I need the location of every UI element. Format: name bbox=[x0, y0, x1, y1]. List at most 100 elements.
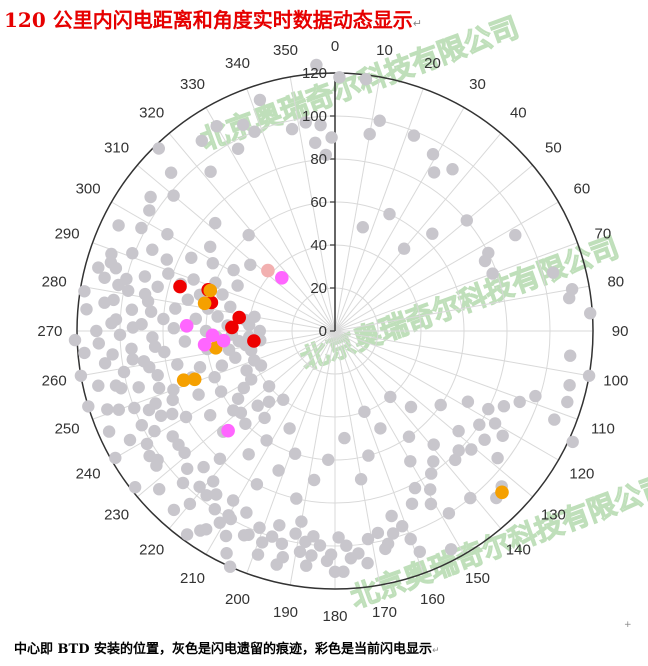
lightning-point-history bbox=[179, 410, 193, 424]
lightning-point-history bbox=[92, 379, 105, 392]
lightning-point-history bbox=[262, 380, 276, 393]
lightning-point-history bbox=[373, 114, 386, 127]
lightning-point-history bbox=[128, 481, 142, 494]
lightning-point-history bbox=[106, 348, 119, 361]
lightning-point-red bbox=[247, 334, 261, 348]
lightning-point-history bbox=[340, 539, 353, 552]
lightning-point-history bbox=[109, 313, 123, 326]
lightning-point-history bbox=[363, 127, 376, 141]
lightning-point-history bbox=[427, 166, 441, 179]
lightning-point-history bbox=[237, 118, 250, 131]
lightning-point-history bbox=[299, 535, 312, 548]
lightning-point-history bbox=[109, 379, 123, 392]
lightning-point-history bbox=[449, 453, 462, 467]
angle-tick-label: 330 bbox=[180, 76, 205, 93]
lightning-point-history bbox=[319, 148, 332, 162]
lightning-point-history bbox=[333, 71, 346, 84]
lightning-point-history bbox=[397, 242, 411, 255]
lightning-point-history bbox=[167, 503, 181, 517]
lightning-point-history bbox=[231, 142, 245, 155]
lightning-point-history bbox=[126, 353, 139, 366]
lightning-point-history bbox=[193, 480, 206, 493]
lightning-point-history bbox=[92, 261, 105, 274]
lightning-point-history bbox=[496, 429, 509, 442]
lightning-point-history bbox=[564, 349, 577, 362]
lightning-point-history bbox=[213, 452, 227, 465]
grid-spoke bbox=[334, 330, 533, 498]
lightning-point-history bbox=[332, 531, 345, 544]
lightning-point-history bbox=[408, 481, 422, 495]
lightning-point-history bbox=[214, 385, 228, 398]
lightning-point-history bbox=[158, 345, 171, 359]
lightning-point-history bbox=[138, 270, 152, 283]
lightning-point-history bbox=[546, 266, 560, 279]
lightning-point-history bbox=[413, 545, 426, 558]
angle-tick-label: 90 bbox=[612, 323, 629, 340]
lightning-point-history bbox=[144, 305, 158, 318]
lightning-point-history bbox=[209, 216, 222, 230]
lightning-point-history bbox=[488, 417, 502, 430]
lightning-point-history bbox=[242, 228, 255, 242]
lightning-point-history bbox=[204, 409, 217, 422]
lightning-point-history bbox=[444, 543, 458, 556]
lightning-point-history bbox=[338, 431, 351, 445]
grid-spoke bbox=[289, 330, 336, 586]
lightning-point-history bbox=[254, 359, 268, 372]
lightning-point-red bbox=[173, 279, 187, 294]
lightning-point-history bbox=[359, 73, 373, 86]
angle-tick-label: 260 bbox=[42, 373, 67, 390]
grid-spoke bbox=[334, 330, 465, 555]
grid-spoke bbox=[334, 76, 381, 332]
lightning-point-history bbox=[237, 529, 251, 542]
lightning-point-history bbox=[171, 358, 184, 371]
lightning-point-history bbox=[206, 257, 219, 270]
lightning-point-history bbox=[80, 303, 93, 316]
lightning-point-history bbox=[224, 512, 237, 526]
angle-tick-label: 300 bbox=[76, 181, 101, 198]
lightning-point-history bbox=[231, 392, 245, 405]
grid-spoke bbox=[334, 330, 590, 377]
lightning-point-history bbox=[213, 516, 226, 529]
angle-tick-label: 270 bbox=[37, 323, 62, 340]
lightning-point-history bbox=[473, 418, 486, 431]
lightning-point-history bbox=[208, 371, 221, 384]
lightning-point-history bbox=[460, 214, 473, 227]
lightning-point-pink bbox=[261, 263, 275, 278]
lightning-point-red bbox=[225, 320, 239, 335]
angle-tick-label: 190 bbox=[273, 604, 298, 621]
lightning-point-history bbox=[183, 497, 197, 511]
lightning-point-history bbox=[166, 430, 179, 443]
angle-tick-label: 310 bbox=[104, 140, 129, 157]
radius-tick-label: 0 bbox=[319, 323, 327, 340]
lightning-point-history bbox=[251, 399, 264, 412]
lightning-point-history bbox=[563, 291, 576, 305]
lightning-point-magenta bbox=[275, 271, 289, 285]
lightning-point-history bbox=[146, 331, 159, 344]
lightning-point-history bbox=[224, 300, 237, 313]
lightning-point-history bbox=[425, 467, 438, 480]
lightning-point-history bbox=[253, 93, 267, 107]
lightning-point-history bbox=[242, 448, 255, 461]
grid-spoke bbox=[334, 201, 559, 332]
angle-tick-label: 170 bbox=[372, 604, 397, 621]
lightning-point-history bbox=[283, 422, 296, 435]
lightning-point-history bbox=[277, 393, 290, 406]
angle-tick-label: 50 bbox=[545, 140, 562, 157]
lightning-point-history bbox=[385, 509, 398, 523]
lightning-point-history bbox=[126, 321, 140, 334]
lightning-point-history bbox=[307, 473, 321, 487]
radius-tick-label: 80 bbox=[310, 151, 327, 168]
lightning-point-history bbox=[164, 166, 178, 179]
lightning-point-history bbox=[180, 528, 194, 541]
lightning-point-history bbox=[253, 324, 266, 338]
lightning-point-history bbox=[144, 190, 157, 204]
angle-tick-label: 10 bbox=[376, 42, 393, 59]
lightning-point-history bbox=[563, 379, 576, 392]
angle-tick-label: 240 bbox=[76, 466, 101, 483]
grid-spoke bbox=[111, 201, 336, 332]
lightning-point-history bbox=[169, 302, 182, 315]
lightning-point-history bbox=[117, 365, 131, 379]
grid-spoke bbox=[334, 330, 424, 574]
lightning-point-history bbox=[90, 324, 103, 338]
radius-tick-label: 100 bbox=[302, 108, 327, 125]
